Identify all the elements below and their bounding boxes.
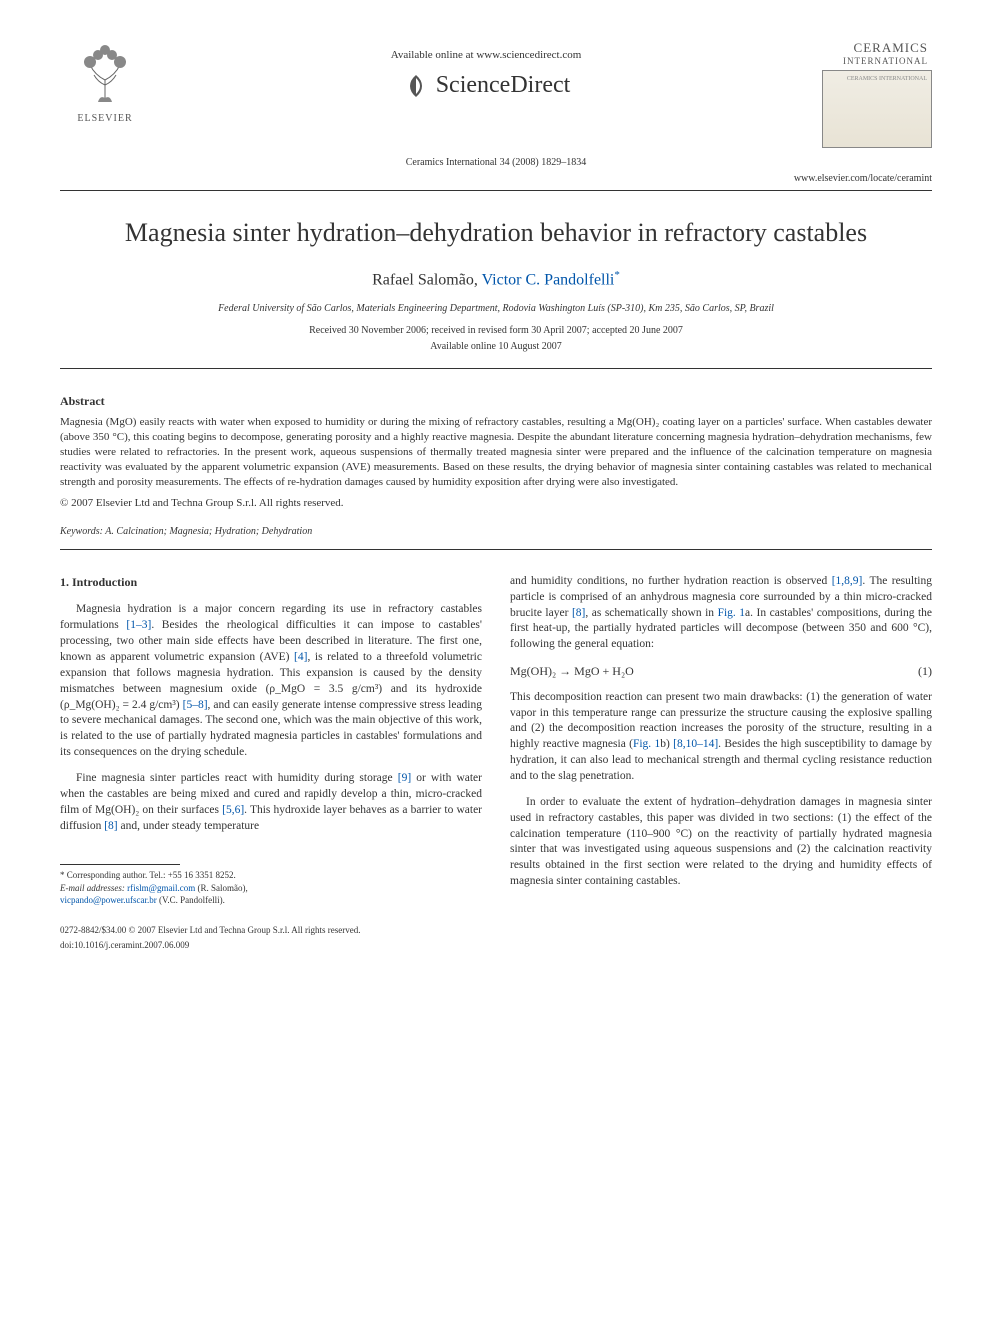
intro-p3: and humidity conditions, no further hydr…: [510, 574, 932, 653]
keywords-text: A. Calcination; Magnesia; Hydration; Deh…: [105, 526, 312, 537]
ref-link-8-10-14[interactable]: [8,10–14]: [673, 738, 718, 750]
email-1-who: (R. Salomão),: [197, 883, 247, 893]
journal-url: www.elsevier.com/locate/ceramint: [60, 172, 932, 186]
article-title: Magnesia sinter hydration–dehydration be…: [60, 215, 932, 251]
body-columns: 1. Introduction Magnesia hydration is a …: [60, 574, 932, 906]
abstract-heading: Abstract: [60, 393, 932, 410]
center-header: Available online at www.sciencedirect.co…: [150, 40, 822, 105]
abstract-text: Magnesia (MgO) easily reacts with water …: [60, 415, 932, 489]
footnote-rule: [60, 864, 180, 865]
affiliation: Federal University of São Carlos, Materi…: [60, 302, 932, 316]
journal-cover-thumb: CERAMICS INTERNATIONAL: [822, 70, 932, 148]
available-online-text: Available online at www.sciencedirect.co…: [150, 48, 822, 63]
abstract-bottom-rule: [60, 549, 932, 550]
intro-p2: Fine magnesia sinter particles react wit…: [60, 771, 482, 834]
equation-number: (1): [918, 663, 932, 680]
elsevier-logo: ELSEVIER: [60, 40, 150, 126]
sciencedirect-icon: [402, 72, 430, 100]
email-line-2: vicpando@power.ufscar.br (V.C. Pandolfel…: [60, 894, 482, 906]
keywords-line: Keywords: A. Calcination; Magnesia; Hydr…: [60, 525, 932, 539]
intro-p1: Magnesia hydration is a major concern re…: [60, 602, 482, 761]
email-label: E-mail addresses:: [60, 883, 125, 893]
keywords-label: Keywords:: [60, 526, 103, 537]
equation-text: Mg(OH)₂ → MgO + H₂O: [510, 663, 634, 680]
email-2-who: (V.C. Pandolfelli).: [159, 895, 225, 905]
right-column: and humidity conditions, no further hydr…: [510, 574, 932, 906]
authors-line: Rafael Salomão, Victor C. Pandolfelli*: [60, 268, 932, 292]
equation-1: Mg(OH)₂ → MgO + H₂O (1): [510, 663, 932, 680]
ref-link-4[interactable]: [4]: [294, 651, 307, 663]
sciencedirect-label: ScienceDirect: [436, 69, 571, 103]
publisher-header: ELSEVIER Available online at www.science…: [60, 40, 932, 148]
elsevier-tree-icon: [70, 40, 140, 110]
fig-link-1b[interactable]: Fig. 1: [633, 738, 660, 750]
left-column: 1. Introduction Magnesia hydration is a …: [60, 574, 482, 906]
footnote-block: * Corresponding author. Tel.: +55 16 335…: [60, 869, 482, 905]
ref-link-5-8[interactable]: [5–8]: [183, 699, 208, 711]
author-1: Rafael Salomão: [372, 271, 474, 288]
intro-p5: In order to evaluate the extent of hydra…: [510, 795, 932, 890]
corresponding-author-note: * Corresponding author. Tel.: +55 16 335…: [60, 869, 482, 881]
ref-link-1-8-9[interactable]: [1,8,9]: [832, 575, 863, 587]
ref-link-8[interactable]: [8]: [104, 820, 117, 832]
ref-link-5-6[interactable]: [5,6]: [222, 804, 244, 816]
top-rule: [60, 190, 932, 191]
fig-link-1a[interactable]: Fig. 1: [718, 607, 745, 619]
ref-link-8b[interactable]: [8]: [572, 607, 585, 619]
abstract-section: Abstract Magnesia (MgO) easily reacts wi…: [60, 393, 932, 511]
section-1-heading: 1. Introduction: [60, 574, 482, 591]
email-2[interactable]: vicpando@power.ufscar.br: [60, 895, 157, 905]
citation-line: Ceramics International 34 (2008) 1829–18…: [60, 156, 932, 170]
journal-brand: CERAMICS INTERNATIONAL: [822, 40, 932, 66]
elsevier-label: ELSEVIER: [77, 112, 132, 126]
email-1[interactable]: rfislm@gmail.com: [127, 883, 195, 893]
author-2[interactable]: Victor C. Pandolfelli: [482, 271, 615, 288]
intro-p4: This decomposition reaction can present …: [510, 690, 932, 785]
email-line: E-mail addresses: rfislm@gmail.com (R. S…: [60, 882, 482, 894]
ref-link-9[interactable]: [9]: [398, 772, 411, 784]
abstract-top-rule: [60, 368, 932, 369]
issn-line: 0272-8842/$34.00 © 2007 Elsevier Ltd and…: [60, 924, 932, 937]
ref-link-1-3[interactable]: [1–3]: [126, 619, 151, 631]
corresponding-asterisk: *: [614, 269, 620, 281]
sciencedirect-brand: ScienceDirect: [402, 69, 571, 103]
doi-line: doi:10.1016/j.ceramint.2007.06.009: [60, 939, 932, 952]
journal-cover-block: CERAMICS INTERNATIONAL CERAMICS INTERNAT…: [822, 40, 932, 148]
received-dates: Received 30 November 2006; received in r…: [60, 324, 932, 338]
online-date: Available online 10 August 2007: [60, 340, 932, 354]
abstract-copyright: © 2007 Elsevier Ltd and Techna Group S.r…: [60, 496, 932, 511]
